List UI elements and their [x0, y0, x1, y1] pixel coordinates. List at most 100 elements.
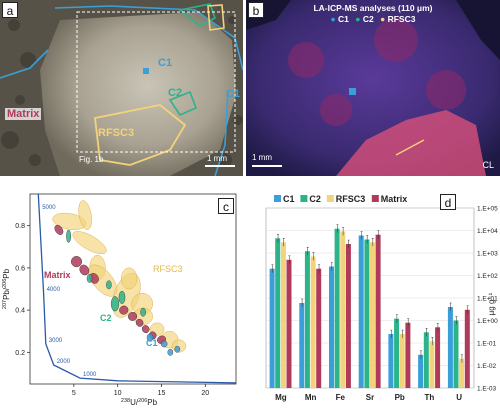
panel-b-cl-image: b LA-ICP-MS analyses (110 μm) ● C1 ● C2 …: [246, 0, 500, 176]
bar-rfsc3-u: [459, 358, 465, 388]
c2-outline: [168, 90, 198, 117]
ellipse-c2: [110, 296, 120, 312]
ellipse-group: [52, 200, 187, 356]
analysis-spot: [143, 68, 149, 74]
bar-rfsc3-pb: [399, 334, 405, 388]
cl-texture: [288, 18, 466, 126]
x-tick-label: 20: [201, 390, 209, 397]
panel-a-label: a: [2, 2, 18, 18]
y-tick-label: 1.E+01: [477, 296, 498, 303]
category-mg: Mg: [275, 393, 287, 402]
bright-cl-zone: [336, 110, 486, 176]
concordia-age-4000: 4000: [47, 287, 61, 293]
bar-matrix-fe: [345, 244, 351, 388]
bar-rfsc3-sr: [370, 242, 375, 388]
category-pb: Pb: [395, 393, 405, 402]
y-tick-label: 0.8: [15, 223, 25, 230]
panel-d-trace-elements: 1.E-03 1.E-02 1.E-01 1.E+00 1.E+01 1.E+02 1.E+…: [244, 186, 500, 410]
ellipse-c2: [66, 229, 72, 243]
legend-swatch-rfsc3: [326, 195, 334, 202]
cl-corner-label: CL: [482, 160, 494, 170]
panel-c-concordia: 5 10 15 20 0.2 0.4 0.6 0.8 5000 4000 3000 2000 1000…: [0, 186, 240, 410]
c1-label: C1: [158, 57, 173, 69]
y-tick-label: 0.2: [15, 350, 25, 357]
series-label-rfsc3: RFSC3: [153, 264, 183, 274]
ellipse-matrix: [79, 264, 90, 276]
bar-matrix-pb: [405, 322, 411, 388]
x-axis-label: 238U/206Pb: [121, 398, 158, 407]
x-tick-label: 10: [114, 390, 122, 397]
legend: C1 C2 RFSC3 Matrix: [274, 194, 407, 204]
grain-region: [40, 12, 236, 176]
matrix-label: Matrix: [5, 108, 42, 120]
x-tick-label: 15: [158, 390, 166, 397]
ellipse-c1: [174, 345, 181, 353]
legend-swatch-c1: [274, 195, 281, 202]
bar-c1-pb: [388, 334, 394, 388]
category-labels: Mg Mn Fe Sr Pb Th U: [275, 393, 462, 402]
category-fe: Fe: [336, 393, 346, 402]
concordia-age-labels: 5000 4000 3000 2000 1000: [42, 205, 97, 378]
ellipse-matrix: [128, 311, 138, 321]
panel-a-micrograph: a C1 C2 RFSC3 Matrix C1 Fig. 1b 1 mm: [0, 0, 243, 176]
y-ticks: 1.E-03 1.E-02 1.E-01 1.E+00 1.E+01 1.E+02 1.E+…: [477, 206, 498, 393]
legend-label-c1: C1: [283, 194, 295, 204]
y-tick-label: 0.6: [15, 265, 25, 272]
bar-matrix-mg: [286, 259, 292, 388]
panel-d-label: d: [440, 194, 456, 210]
y-tick-label: 1.E+00: [477, 318, 498, 325]
category-u: U: [456, 393, 462, 402]
rfsc3-label: RFSC3: [98, 127, 135, 139]
bar-rfsc3-fe: [340, 231, 346, 388]
bar-c2-sr: [364, 239, 370, 388]
c1-label-right: C1: [226, 88, 241, 100]
ellipse-c2: [118, 290, 126, 304]
category-mn: Mn: [305, 393, 317, 402]
legend-label-matrix: Matrix: [381, 194, 408, 204]
bar-c1-u: [447, 307, 453, 388]
category-th: Th: [425, 393, 435, 402]
series-label-matrix: Matrix: [44, 270, 71, 280]
bar-c2-th: [423, 332, 429, 388]
bar-rfsc3-th: [429, 341, 435, 388]
panel-b-label: b: [248, 2, 264, 18]
rfsc3-outline: [94, 104, 187, 166]
ellipse-c2: [86, 274, 93, 283]
y-tick-label: 1.E+03: [477, 251, 498, 258]
ellipse-rfsc3: [121, 267, 138, 290]
bar-matrix-u: [464, 309, 470, 388]
y-tick-label: 1.E-01: [477, 341, 497, 348]
y-tick-label: 0.4: [15, 308, 25, 315]
bar-c2-pb: [394, 318, 400, 388]
inset-box: [76, 11, 236, 153]
bar-c2-mn: [304, 251, 310, 388]
legend-c2: C2: [362, 14, 374, 24]
c1-spot: [349, 88, 356, 95]
c2-outline-top: [178, 3, 216, 27]
concordia-plot: 5 10 15 20 0.2 0.4 0.6 0.8 5000 4000 3000 2000 1000…: [2, 193, 237, 407]
y-tick-label: 1.E+05: [477, 206, 498, 213]
ellipse-matrix: [70, 256, 82, 268]
panel-c-label: c: [218, 198, 234, 214]
rfsc3-outline-top: [207, 4, 225, 31]
y-axis-unit: μg g⁻¹: [487, 292, 496, 315]
legend-swatch-c2: [300, 195, 308, 202]
micrograph-image: [0, 0, 243, 176]
ellipse-rfsc3: [78, 200, 92, 230]
ellipse-matrix: [141, 325, 150, 334]
x-tick-label: 5: [72, 390, 76, 397]
cl-image: [246, 0, 500, 176]
concordia-curve: [37, 193, 237, 384]
legend-swatch-matrix: [371, 195, 379, 202]
ellipse-c2: [106, 280, 112, 290]
y-tick-label: 1.E-03: [477, 386, 497, 393]
bar-c1-th: [418, 354, 424, 388]
y-axis-label: 207Pb/206Pb: [2, 268, 11, 309]
ellipse-matrix: [54, 224, 64, 235]
scale-label: 1 mm: [207, 154, 227, 163]
bar-matrix-mn: [316, 268, 322, 388]
rfsc3-track: [395, 139, 425, 156]
ellipse-c1: [146, 333, 154, 342]
bar-c2-fe: [334, 228, 340, 388]
bar-c1-fe: [329, 266, 334, 388]
